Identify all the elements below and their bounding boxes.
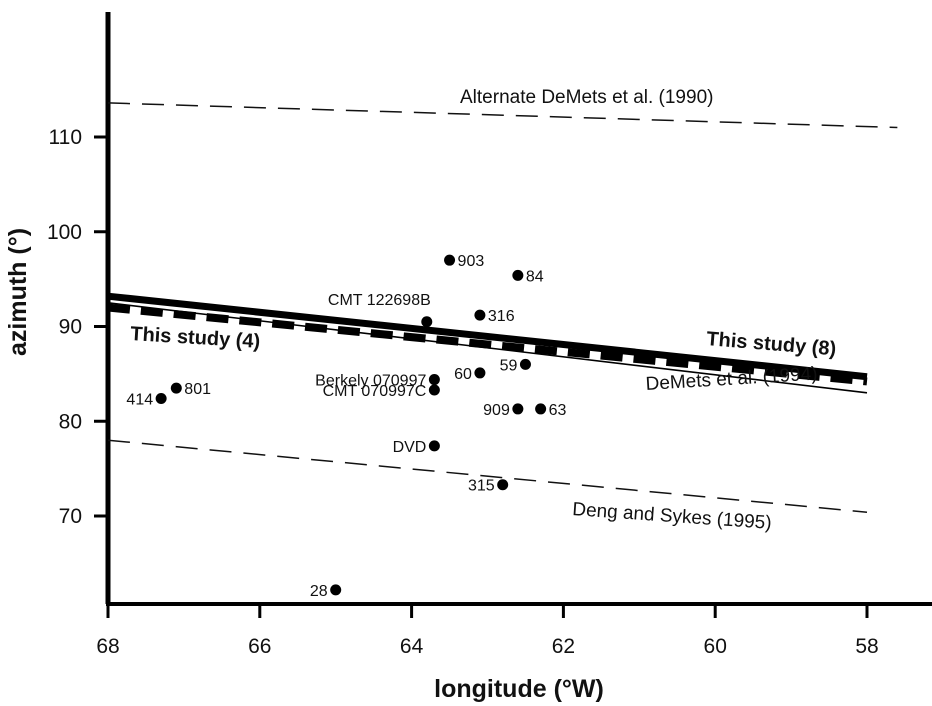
point-label: 59: [500, 357, 518, 374]
point-label: 909: [483, 402, 510, 419]
data-point: [474, 367, 486, 379]
data-point: [428, 440, 440, 452]
y-tick-label: 100: [47, 221, 82, 244]
data-point: [330, 584, 342, 596]
y-tick-label: 80: [59, 410, 82, 433]
point-label: 60: [454, 366, 472, 383]
line-label: This study (8): [706, 328, 837, 360]
point-label: 28: [310, 583, 328, 600]
data-point: [474, 309, 486, 321]
y-tick-label: 110: [49, 126, 82, 149]
line-label: Alternate DeMets et al. (1990): [460, 87, 713, 108]
x-tick-label: 64: [400, 635, 424, 658]
point-label: 84: [526, 268, 544, 285]
point-label: Berkely 070997: [315, 373, 426, 390]
data-point: [444, 254, 456, 266]
y-axis-title: azimuth (°): [4, 228, 32, 356]
data-point: [512, 403, 524, 415]
x-tick-label: 58: [855, 635, 878, 658]
series-line-2: [107, 303, 868, 386]
points-layer: [155, 254, 547, 596]
data-point: [497, 479, 509, 491]
axes-layer: 68 66 64 62 60 58 70 80 90 100 110: [47, 12, 932, 658]
y-tick-label: 70: [59, 505, 82, 528]
data-point: [428, 374, 440, 386]
line-label: Deng and Sykes (1995): [572, 499, 773, 534]
point-label: 801: [184, 381, 211, 398]
point-label: 903: [458, 253, 485, 270]
x-axis-title: longitude (°W): [434, 675, 604, 703]
y-tick-label: 90: [59, 316, 82, 339]
series-line-3: [107, 302, 868, 394]
series-line-0: [107, 102, 898, 129]
point-label: CMT 070997C: [323, 383, 427, 400]
data-point: [519, 358, 531, 370]
x-tick-label: 62: [552, 635, 575, 658]
point-label: CMT 122698B: [328, 292, 431, 309]
data-point: [421, 316, 433, 328]
line-label: DeMets et al. (1994): [645, 364, 818, 395]
data-point: [512, 269, 524, 281]
x-tick-label: 60: [704, 635, 727, 658]
line-label: This study (4): [130, 323, 261, 353]
series-line-1: [107, 292, 868, 381]
x-tick-label: 66: [248, 635, 271, 658]
lines-layer: [107, 102, 898, 513]
x-tick-label: 68: [96, 635, 119, 658]
data-point: [170, 382, 182, 394]
series-line-4: [107, 439, 868, 513]
data-point: [535, 403, 547, 415]
point-label: DVD: [393, 439, 427, 456]
point-label: 63: [549, 402, 567, 419]
point-label: 414: [126, 392, 153, 409]
point-label: 315: [468, 478, 495, 495]
data-point: [155, 393, 167, 405]
point-label: 316: [488, 308, 515, 325]
data-point: [428, 384, 440, 396]
